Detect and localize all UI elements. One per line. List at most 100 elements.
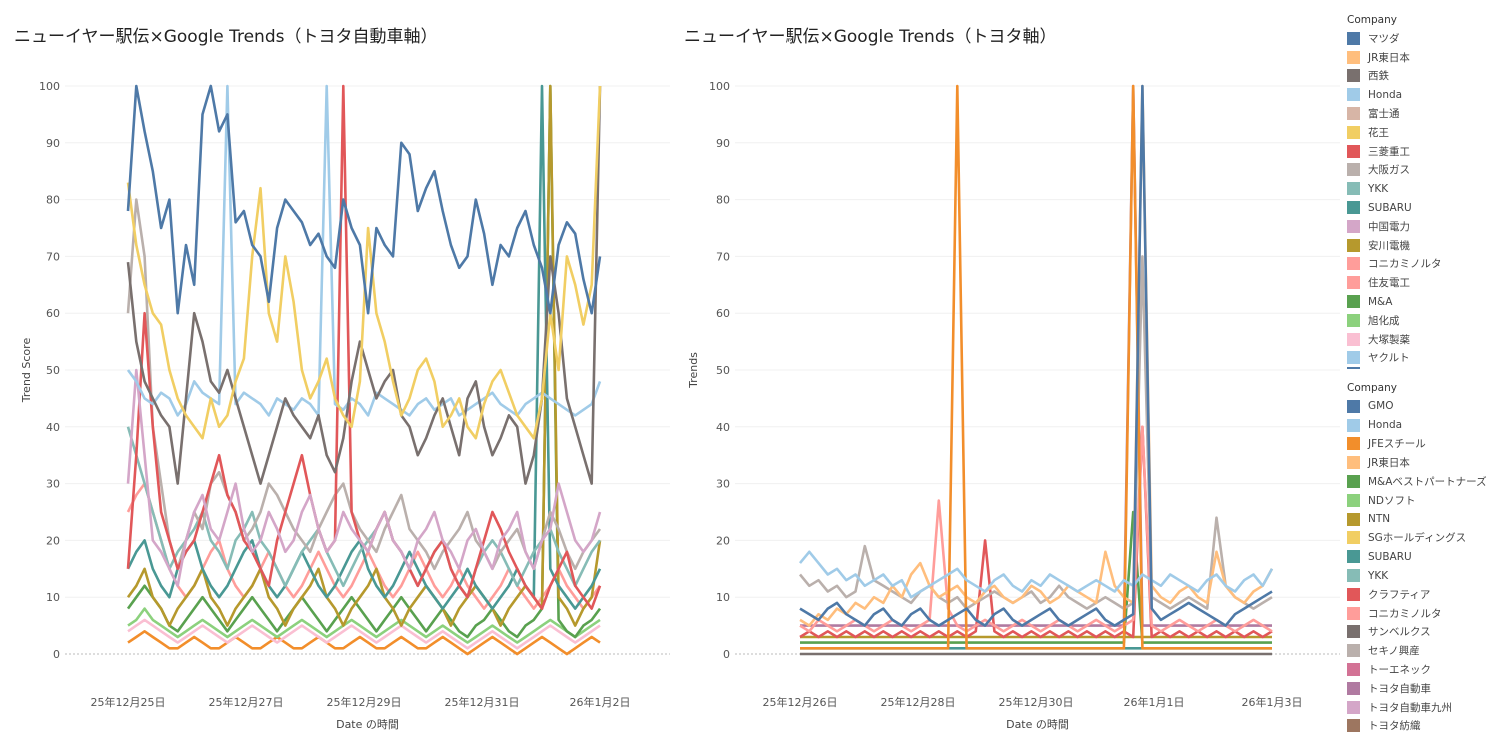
legend-label: コニカミノルタ	[1368, 607, 1442, 620]
legend-item[interactable]: 富士通	[1347, 104, 1442, 123]
legend-item[interactable]: SGホールディングス	[1347, 529, 1487, 548]
legend-swatch	[1347, 681, 1360, 695]
legend-item[interactable]: クラフティア	[1347, 585, 1487, 604]
legend-item[interactable]: コニカミノルタ	[1347, 604, 1487, 623]
legend-item[interactable]: トヨタ紡織	[1347, 717, 1487, 736]
legend-item[interactable]: 花王	[1347, 123, 1442, 142]
y-tick-label: 80	[716, 194, 730, 207]
legend-label: 安川電機	[1368, 239, 1410, 252]
legend-item[interactable]: 大阪ガス	[1347, 161, 1442, 180]
legend-label: 中国電力	[1368, 220, 1410, 233]
y-tick-label: 30	[716, 478, 730, 491]
legend-item[interactable]: Honda	[1347, 85, 1442, 104]
y-tick-label: 40	[716, 421, 730, 434]
series-line	[126, 84, 602, 627]
series-line	[798, 255, 1273, 610]
legend-item[interactable]: M&A	[1347, 292, 1442, 311]
legend-divider	[1347, 367, 1360, 369]
legend-swatch	[1347, 625, 1360, 639]
legend-item[interactable]: 旭化成	[1347, 311, 1442, 330]
legend-swatch	[1347, 719, 1360, 733]
legend-item[interactable]: Honda	[1347, 416, 1487, 435]
legend-label: NDソフト	[1368, 494, 1416, 507]
y-tick-label: 10	[716, 591, 730, 604]
legend-label: サンベルクス	[1368, 626, 1431, 639]
legend-item[interactable]: JR東日本	[1347, 48, 1442, 67]
legend-item[interactable]: 大塚製薬	[1347, 330, 1442, 349]
legend-item[interactable]: YKK	[1347, 179, 1442, 198]
legend-swatch	[1347, 550, 1360, 564]
x-tick-label: 25年12月25日	[91, 695, 166, 709]
legend-label: YKK	[1368, 182, 1389, 195]
legend-item[interactable]: マツダ	[1347, 29, 1442, 48]
legend-label: Honda	[1368, 88, 1403, 101]
legend-swatch	[1347, 512, 1360, 526]
legend-item[interactable]: M&Aベストパートナーズ	[1347, 472, 1487, 491]
legend-area: Company マツダ JR東日本 西鉄 Honda 富士通 花王 三菱重工 大阪ガス YKK S…	[1340, 0, 1500, 750]
legend-label: ヤクルト	[1368, 352, 1410, 365]
legend-label: NTN	[1368, 513, 1391, 526]
x-tick-label: 26年1月1日	[1124, 695, 1185, 709]
chart-2-title: ニューイヤー駅伝×Google Trends（トヨタ軸）	[684, 27, 1057, 47]
legend-item[interactable]: 西鉄	[1347, 67, 1442, 86]
legend-swatch	[1347, 418, 1360, 432]
series-line	[799, 425, 1273, 639]
legend-item[interactable]: 中国電力	[1347, 217, 1442, 236]
y-tick-label: 60	[716, 307, 730, 320]
legend-item[interactable]: GMO	[1347, 397, 1487, 416]
legend-swatch	[1347, 606, 1360, 620]
legend-item[interactable]: セキノ興産	[1347, 641, 1487, 660]
legend-item[interactable]: NTN	[1347, 510, 1487, 529]
legend-item[interactable]: ヤクルト	[1347, 349, 1442, 368]
legend-item[interactable]: トヨタ自動車	[1347, 679, 1487, 698]
legend-item[interactable]: 三菱重工	[1347, 142, 1442, 161]
legend-item[interactable]: トーエネック	[1347, 660, 1487, 679]
legend-label: YKK	[1368, 569, 1389, 582]
legend-swatch	[1347, 475, 1360, 489]
legend-label: 富士通	[1368, 108, 1400, 121]
legend-swatch	[1347, 456, 1360, 470]
legend-item[interactable]: 住友電工	[1347, 273, 1442, 292]
x-axis-label: Date の時間	[336, 718, 399, 731]
y-tick-label: 20	[46, 534, 60, 547]
chart-2: 0 10 20 30 40 50 60 70 80 90 100 25年12月26日 25年12月28日…	[687, 80, 1340, 731]
legend-item[interactable]: 安川電機	[1347, 236, 1442, 255]
y-tick-label: 10	[46, 591, 60, 604]
legend-swatch	[1347, 257, 1360, 271]
legend-label: 住友電工	[1368, 277, 1410, 290]
legend-item[interactable]: SUBARU	[1347, 198, 1442, 217]
legend-swatch	[1347, 493, 1360, 507]
x-tick-label: 25年12月30日	[999, 695, 1074, 709]
series-line	[126, 198, 602, 571]
y-tick-label: 100	[39, 80, 60, 93]
legend-swatch	[1347, 163, 1360, 177]
legend-item[interactable]: SUBARU	[1347, 547, 1487, 566]
legend-swatch	[1347, 399, 1360, 413]
legend-item[interactable]: JR東日本	[1347, 453, 1487, 472]
y-tick-label: 90	[46, 137, 60, 150]
legend-swatch	[1347, 219, 1360, 233]
legend-2: Company GMO Honda JFEスチール JR東日本 M&Aベストパートナーズ…	[1347, 382, 1487, 735]
series-line	[126, 84, 602, 315]
legend-item[interactable]: JFEスチール	[1347, 435, 1487, 454]
series-line	[127, 629, 601, 656]
y-tick-label: 40	[46, 421, 60, 434]
legend-swatch	[1347, 437, 1360, 451]
legend-label: 三菱重工	[1368, 145, 1410, 158]
legend-label: コニカミノルタ	[1368, 258, 1442, 271]
legend-swatch	[1347, 144, 1360, 158]
legend-item[interactable]: コニカミノルタ	[1347, 255, 1442, 274]
legend-item[interactable]: NDソフト	[1347, 491, 1487, 510]
legend-label: トヨタ紡織	[1368, 720, 1421, 733]
y-tick-label: 0	[723, 648, 730, 661]
legend-swatch	[1347, 531, 1360, 545]
legend-swatch	[1347, 31, 1360, 45]
legend-label: トヨタ自動車	[1368, 682, 1431, 695]
series-line	[798, 550, 1274, 599]
y-tick-label: 80	[46, 194, 60, 207]
legend-item[interactable]: トヨタ自動車九州	[1347, 698, 1487, 717]
legend-item[interactable]: YKK	[1347, 566, 1487, 585]
legend-label: クラフティア	[1368, 588, 1431, 601]
legend-item[interactable]: サンベルクス	[1347, 623, 1487, 642]
